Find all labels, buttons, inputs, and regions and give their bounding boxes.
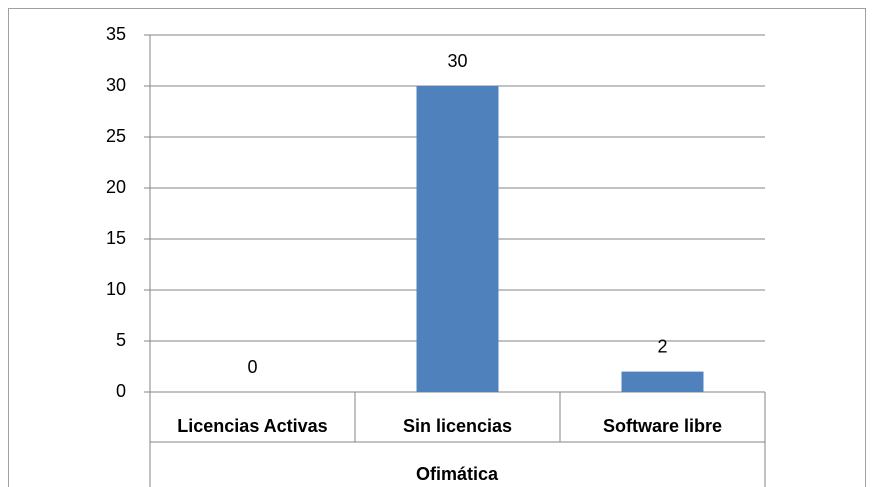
x-tick-label: Licencias Activas [177,416,327,436]
y-tick-label: 15 [106,228,126,248]
y-tick-label: 0 [116,381,126,401]
x-tick-label: Sin licencias [403,416,512,436]
y-tick-label: 5 [116,330,126,350]
y-tick-label: 10 [106,279,126,299]
y-tick-label: 20 [106,177,126,197]
data-label: 2 [657,336,667,356]
bar [621,371,704,392]
x-axis-title: Ofimática [416,464,499,484]
y-tick-label: 30 [106,75,126,95]
x-tick-label: Software libre [603,416,722,436]
data-label: 30 [447,51,467,71]
y-tick-label: 25 [106,126,126,146]
y-tick-label: 35 [106,24,126,44]
data-label: 0 [247,357,257,377]
bar [416,86,499,392]
